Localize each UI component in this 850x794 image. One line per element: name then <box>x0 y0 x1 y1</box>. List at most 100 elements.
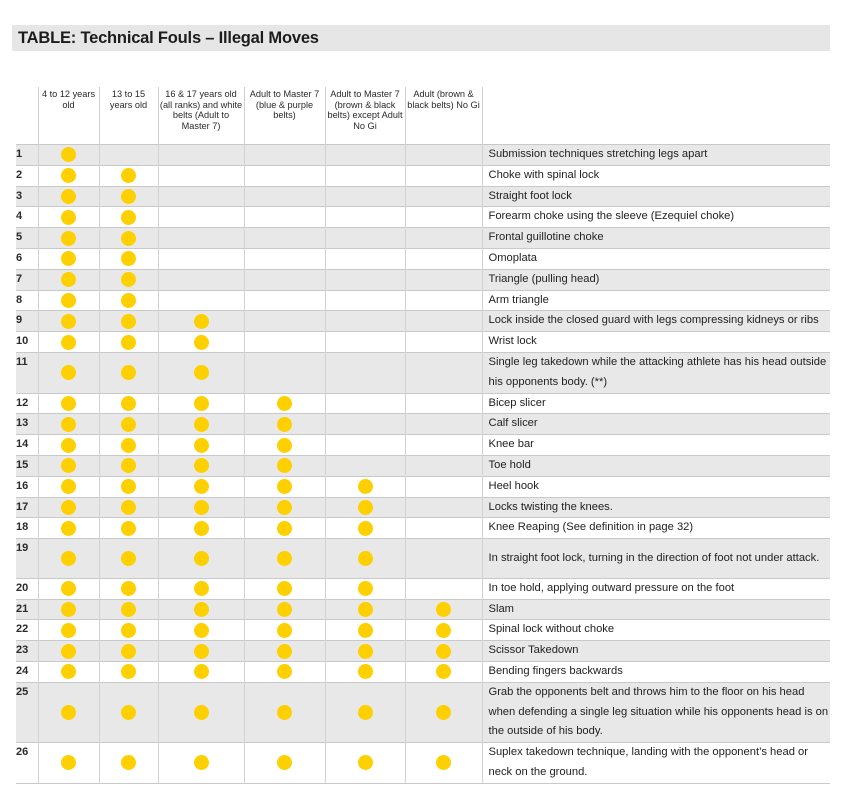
age-cell <box>157 742 244 784</box>
table-row: 25 Grab the opponents belt and throws him… <box>16 681 830 743</box>
table-row: 14 Knee bar <box>16 434 830 456</box>
age-cell <box>157 475 244 498</box>
age-cell <box>324 434 405 456</box>
illegal-dot-icon <box>61 230 76 246</box>
age-cell <box>98 164 158 187</box>
age-cell <box>324 164 405 187</box>
age-cell <box>324 310 405 332</box>
illegal-dot-icon <box>357 520 373 536</box>
age-cell <box>324 206 405 228</box>
age-cell <box>98 742 158 784</box>
illegal-dot-icon <box>193 458 209 474</box>
age-cell <box>243 538 325 579</box>
age-cell <box>37 331 99 353</box>
age-cell <box>404 577 482 600</box>
move-description: Grab the opponents belt and throws him t… <box>481 681 830 743</box>
illegal-dot-icon <box>121 365 136 381</box>
illegal-dot-icon <box>193 416 209 432</box>
illegal-dot-icon <box>121 643 136 659</box>
illegal-dot-icon <box>61 251 76 267</box>
age-cell <box>404 268 482 291</box>
age-cell <box>157 144 244 166</box>
illegal-dot-icon <box>357 704 373 720</box>
age-cell <box>37 598 99 620</box>
illegal-dot-icon <box>277 601 292 617</box>
illegal-dot-icon <box>61 499 76 515</box>
age-cell <box>324 185 405 207</box>
move-description: Bending fingers backwards <box>481 660 830 683</box>
illegal-dot-icon <box>61 437 76 453</box>
illegal-dot-icon <box>193 520 209 536</box>
illegal-dot-icon <box>121 550 136 566</box>
illegal-dot-icon <box>357 499 373 515</box>
age-cell <box>37 640 99 662</box>
age-cell <box>404 454 482 477</box>
table-row: 16 Heel hook <box>16 475 830 498</box>
age-cell <box>37 454 99 477</box>
table-row: 17 Locks twisting the knees. <box>16 496 830 518</box>
age-cell <box>404 619 482 641</box>
move-description: Toe hold <box>481 454 830 477</box>
illegal-dot-icon <box>277 581 292 597</box>
age-cell <box>243 289 325 311</box>
age-cell <box>404 164 482 187</box>
age-cell <box>37 619 99 641</box>
age-cell <box>98 681 158 743</box>
age-cell <box>157 206 244 228</box>
illegal-dot-icon <box>193 581 209 597</box>
age-cell <box>157 517 244 539</box>
row-number: 26 <box>16 742 38 784</box>
move-description: Wrist lock <box>481 331 830 353</box>
age-cell <box>98 247 158 270</box>
table-row: 8 Arm triangle <box>16 289 830 311</box>
illegal-dot-icon <box>277 416 292 432</box>
row-number: 18 <box>16 517 38 539</box>
table-row: 13 Calf slicer <box>16 413 830 435</box>
table-row: 23 Scissor Takedown <box>16 640 830 662</box>
illegal-dot-icon <box>436 704 451 720</box>
age-cell <box>324 619 405 641</box>
age-cell <box>404 538 482 579</box>
row-number: 23 <box>16 640 38 662</box>
age-cell <box>324 681 405 743</box>
table-row: 5 Frontal guillotine choke <box>16 227 830 249</box>
age-cell <box>324 475 405 498</box>
illegal-dot-icon <box>357 664 373 680</box>
illegal-dot-icon <box>193 395 209 411</box>
move-description: In straight foot lock, turning in the di… <box>481 538 830 579</box>
age-cell <box>404 475 482 498</box>
age-cell <box>243 227 325 249</box>
illegal-dot-icon <box>61 147 76 163</box>
move-description: Scissor Takedown <box>481 640 830 662</box>
row-number: 21 <box>16 598 38 620</box>
illegal-dot-icon <box>61 664 76 680</box>
row-number: 15 <box>16 454 38 477</box>
age-cell <box>243 598 325 620</box>
age-cell <box>37 538 99 579</box>
illegal-dot-icon <box>193 755 209 771</box>
age-cell <box>404 351 482 394</box>
illegal-dot-icon <box>121 458 136 474</box>
row-number: 25 <box>16 681 38 743</box>
age-cell <box>37 268 99 291</box>
age-cell <box>324 496 405 518</box>
illegal-dot-icon <box>193 437 209 453</box>
row-number: 1 <box>16 144 38 166</box>
header-blue-purple: Adult to Master 7 (blue & purple belts) <box>243 87 325 145</box>
age-cell <box>37 164 99 187</box>
table-body: 1 Submission techniques stretching legs a… <box>16 144 830 784</box>
illegal-dot-icon <box>121 601 136 617</box>
row-number: 19 <box>16 538 38 579</box>
illegal-dot-icon <box>357 643 373 659</box>
age-cell <box>37 496 99 518</box>
move-description: Omoplata <box>481 247 830 270</box>
header-13-to-15: 13 to 15 years old <box>98 87 158 145</box>
illegal-dot-icon <box>121 230 136 246</box>
illegal-dot-icon <box>61 458 76 474</box>
illegal-dot-icon <box>436 664 451 680</box>
illegal-dot-icon <box>61 704 76 720</box>
age-cell <box>98 496 158 518</box>
age-cell <box>404 660 482 683</box>
age-cell <box>37 392 99 414</box>
row-number: 4 <box>16 206 38 228</box>
